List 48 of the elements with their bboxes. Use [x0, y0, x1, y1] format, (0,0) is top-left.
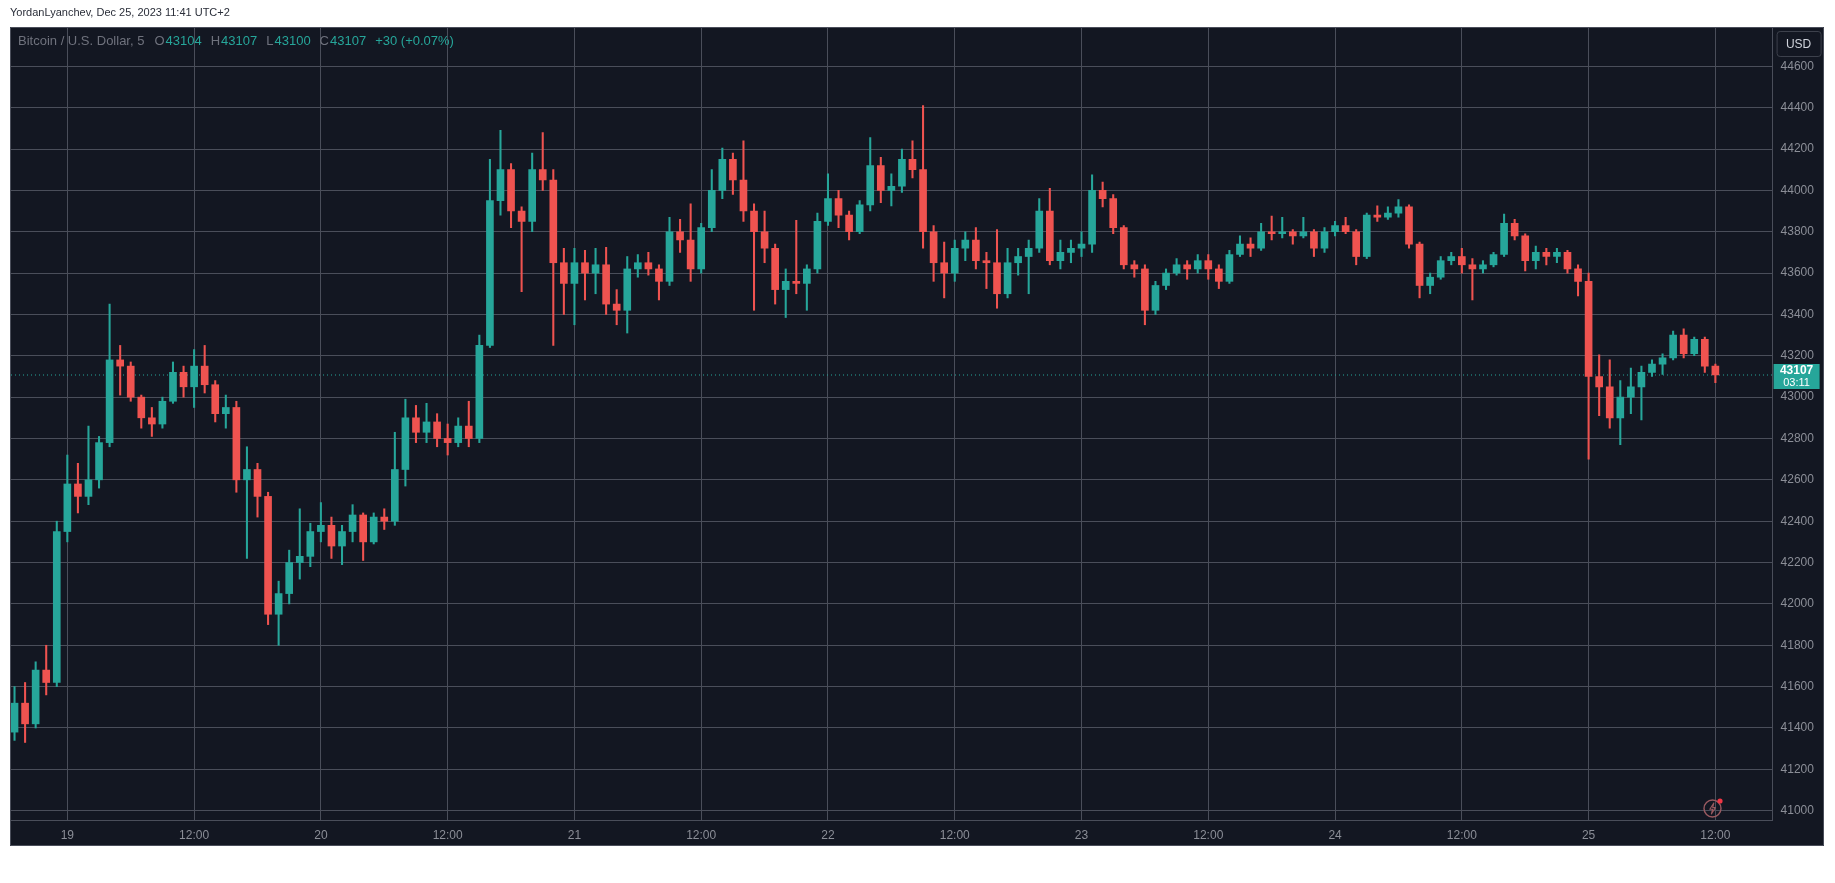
x-tick-label: 25 [1581, 827, 1596, 842]
y-tick-label: 44400 [1780, 99, 1815, 114]
candlestick [1077, 231, 1086, 257]
x-tick-label: 12:00 [432, 827, 463, 842]
x-tick-label: 12:00 [1446, 827, 1478, 842]
x-tick-label: 20 [314, 827, 328, 842]
y-tick-label: 41600 [1780, 678, 1815, 693]
y-tick-label: 42400 [1780, 513, 1815, 528]
x-tick-label: 12:00 [179, 827, 210, 842]
candlestick [84, 425, 93, 505]
x-tick-label: 12:00 [939, 827, 971, 842]
x-tick-label: 12:00 [686, 827, 717, 842]
y-tick-label: 43200 [1780, 348, 1815, 363]
annotation: +30 (+0.07%) [375, 32, 454, 48]
y-tick-label: 44600 [1780, 58, 1815, 73]
candlestick [496, 130, 505, 216]
y-tick-label: 41200 [1780, 761, 1815, 776]
x-tick-label: 12:00 [1700, 827, 1731, 842]
text: YordanLyanchev, Dec 25, 2023 11:41 UTC+2 [10, 6, 230, 19]
y-tick-label: 41400 [1780, 720, 1815, 735]
y-tick-label: 41000 [1780, 803, 1815, 818]
candlestick [792, 220, 801, 295]
x-tick-label: 23 [1074, 827, 1089, 842]
y-tick-label: 42200 [1780, 554, 1815, 569]
y-tick-label: 42000 [1780, 596, 1815, 611]
x-tick-label: 12:00 [1193, 827, 1224, 842]
ref-line-label: 43107 [1779, 363, 1814, 378]
y-tick-label: 44200 [1780, 141, 1815, 156]
annotation: O43104 [154, 32, 202, 48]
annotation: L43100 [266, 32, 311, 48]
y-tick-label: 43400 [1780, 306, 1815, 321]
y-axis-title: USD [1785, 36, 1812, 51]
x-tick-label: 22 [821, 827, 835, 842]
x-tick-label: 24 [1328, 827, 1343, 842]
y-tick-label: 42600 [1780, 472, 1815, 487]
text: 03:11 [1783, 376, 1810, 389]
y-tick-label: 42800 [1780, 430, 1815, 445]
annotation: H43107 [210, 32, 258, 48]
annotation: C43107 [319, 32, 367, 48]
y-tick-label: 43600 [1780, 265, 1815, 280]
y-tick-label: 43800 [1780, 224, 1815, 239]
y-tick-label: 41800 [1780, 637, 1815, 652]
x-tick-label: 19 [60, 827, 75, 842]
y-tick-label: 43000 [1780, 389, 1815, 404]
y-tick-label: 44000 [1780, 182, 1815, 197]
x-tick-label: 21 [567, 827, 582, 842]
chart-title: Bitcoin / U.S. Dollar, 5 [18, 32, 145, 48]
candlestick [908, 140, 917, 179]
